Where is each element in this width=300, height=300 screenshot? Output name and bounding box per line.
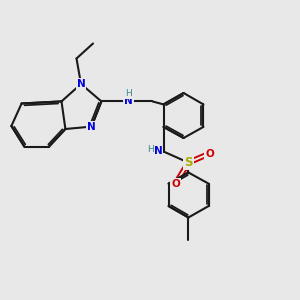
Text: O: O xyxy=(171,178,180,189)
Text: N: N xyxy=(124,96,133,106)
Text: O: O xyxy=(205,148,214,159)
Text: N: N xyxy=(87,122,96,132)
Text: H: H xyxy=(125,89,132,98)
Text: N: N xyxy=(154,146,163,157)
Text: S: S xyxy=(184,156,193,169)
Text: H: H xyxy=(148,146,154,154)
Text: N: N xyxy=(76,79,85,89)
